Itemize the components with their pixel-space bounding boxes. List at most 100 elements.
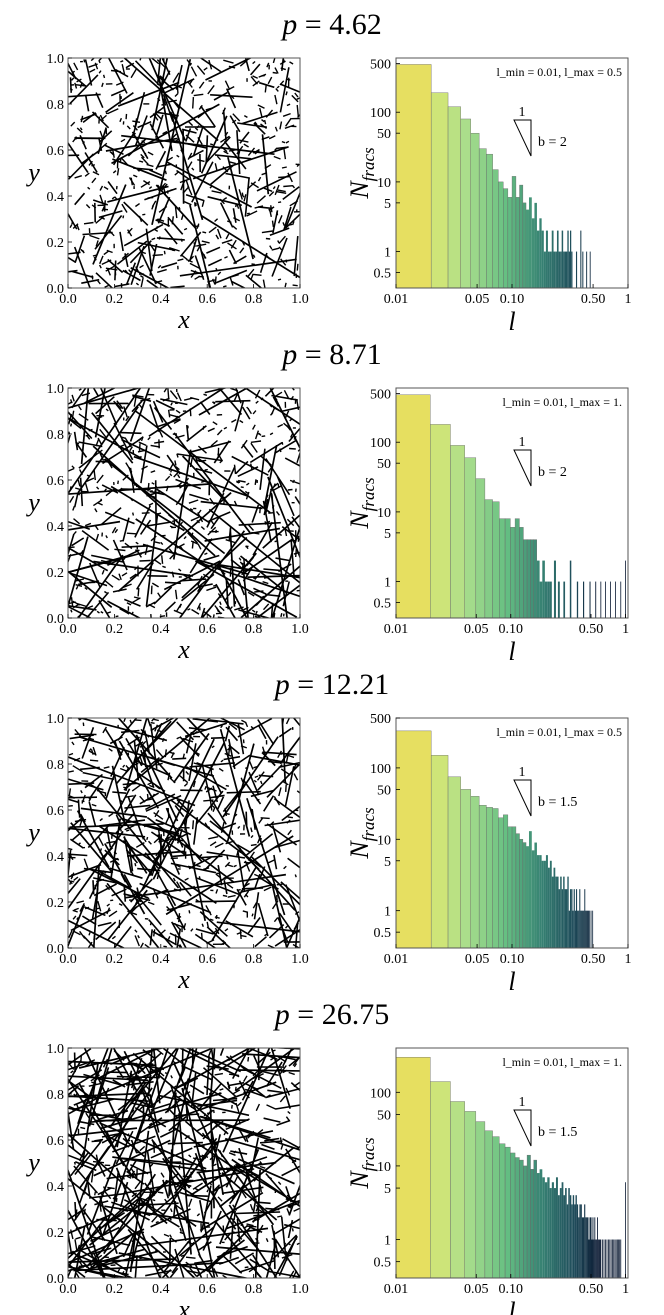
fracture-segment <box>257 764 283 791</box>
fracture-segment <box>223 426 228 430</box>
fracture-segment <box>68 1258 177 1263</box>
fracture-segment <box>264 84 267 93</box>
x-tick-label: 0.6 <box>198 952 216 967</box>
histogram-bar <box>555 1177 558 1278</box>
histogram-bar <box>574 1204 576 1278</box>
fracture-segment <box>274 440 297 454</box>
fracture-segment <box>278 912 295 935</box>
fracture-segment <box>206 586 217 592</box>
fracture-segment <box>277 189 286 193</box>
fracture-segment <box>179 1227 183 1232</box>
fracture-segment <box>124 804 151 809</box>
fracture-segment <box>276 883 283 886</box>
histogram-bar <box>519 839 524 949</box>
histogram-bar <box>507 826 513 949</box>
fracture-segment <box>174 460 177 466</box>
fracture-segment <box>274 126 278 132</box>
fracture-segment <box>162 94 174 122</box>
fracture-segment <box>198 1154 207 1159</box>
fracture-segment <box>140 275 144 279</box>
fracture-segment <box>285 424 291 431</box>
fracture-segment <box>251 913 254 917</box>
fracture-segment <box>76 127 83 134</box>
fracture-segment <box>68 553 72 564</box>
fracture-segment <box>126 1175 132 1179</box>
fracture-segment <box>189 238 198 262</box>
fracture-segment <box>81 392 91 397</box>
fracture-segment <box>262 603 270 611</box>
fracture-segment <box>271 220 275 228</box>
fracture-segment <box>139 559 151 562</box>
fracture-segment <box>198 275 204 278</box>
fracture-segment <box>171 83 183 89</box>
x-tick-label: 0.8 <box>245 622 263 637</box>
fracture-segment <box>190 396 200 401</box>
slope-label: b = 1.5 <box>538 1125 577 1140</box>
fracture-segment <box>203 1085 237 1106</box>
histogram-bar <box>595 581 597 618</box>
fracture-segment <box>184 1100 189 1104</box>
fracture-segment <box>156 58 162 85</box>
fracture-segment <box>276 1055 287 1063</box>
fracture-segment <box>239 1064 247 1072</box>
fracture-segment <box>118 487 123 492</box>
fracture-segment <box>260 397 264 401</box>
fracture-segment <box>222 782 247 813</box>
x-tick-label: 0.8 <box>245 952 263 967</box>
fracture-segment <box>224 1137 300 1161</box>
y-tick-label: 0.8 <box>47 98 65 113</box>
histogram-bar <box>549 860 552 948</box>
fracture-segment <box>244 721 249 728</box>
fracture-segment <box>103 458 107 461</box>
histogram-bar <box>555 251 557 288</box>
fracture-segment <box>68 805 73 807</box>
fracture-segment <box>75 585 79 590</box>
fracture-segment <box>109 1196 141 1223</box>
fracture-segment <box>77 842 81 846</box>
fracture-segment <box>68 93 101 98</box>
fracture-segment <box>128 269 132 273</box>
fracture-segment <box>241 111 278 125</box>
fracture-segment <box>121 729 140 734</box>
fracture-segment <box>144 943 151 948</box>
fracture-segment <box>238 139 249 143</box>
x-axis-label: x <box>177 305 190 334</box>
fracture-segment <box>289 200 298 207</box>
fracture-segment <box>80 790 83 794</box>
fracture-segment <box>263 119 267 125</box>
fracture-segment <box>174 805 185 818</box>
fracture-segment <box>156 871 160 880</box>
histogram-bar <box>539 581 543 618</box>
fracture-segment <box>235 203 237 208</box>
fracture-segment <box>155 819 192 836</box>
fracture-segment <box>253 766 258 769</box>
fracture-segment <box>84 482 90 494</box>
fracture-segment <box>257 902 269 937</box>
fracture-segment <box>266 1104 277 1110</box>
fracture-segment <box>268 208 272 213</box>
fracture-segment <box>209 820 231 838</box>
fracture-segment <box>104 843 146 915</box>
fracture-segment <box>243 143 249 148</box>
fracture-segment <box>108 229 115 237</box>
fracture-segment <box>130 1167 138 1179</box>
fracture-segment <box>147 151 154 156</box>
panel-title: p = 26.75 <box>273 998 389 1031</box>
histogram-bar <box>625 1182 626 1278</box>
fracture-segment <box>250 440 262 443</box>
fracture-segment <box>254 936 268 948</box>
fracture-segment <box>216 563 300 579</box>
fracture-segment <box>104 511 135 525</box>
fracture-segment <box>155 399 175 411</box>
histogram-bar <box>504 1146 511 1279</box>
fracture-segment <box>114 528 119 534</box>
panel-row-3: p = 12.210.00.00.20.20.40.40.60.60.80.81… <box>25 668 631 996</box>
fracture-segment <box>215 234 220 240</box>
y-tick-label: 100 <box>370 762 391 777</box>
fracture-segment <box>157 268 167 273</box>
fracture-segment <box>92 254 97 257</box>
fracture-segment <box>145 601 156 608</box>
fracture-segment <box>245 811 248 826</box>
fracture-segment <box>129 446 133 452</box>
fracture-segment <box>137 935 140 939</box>
